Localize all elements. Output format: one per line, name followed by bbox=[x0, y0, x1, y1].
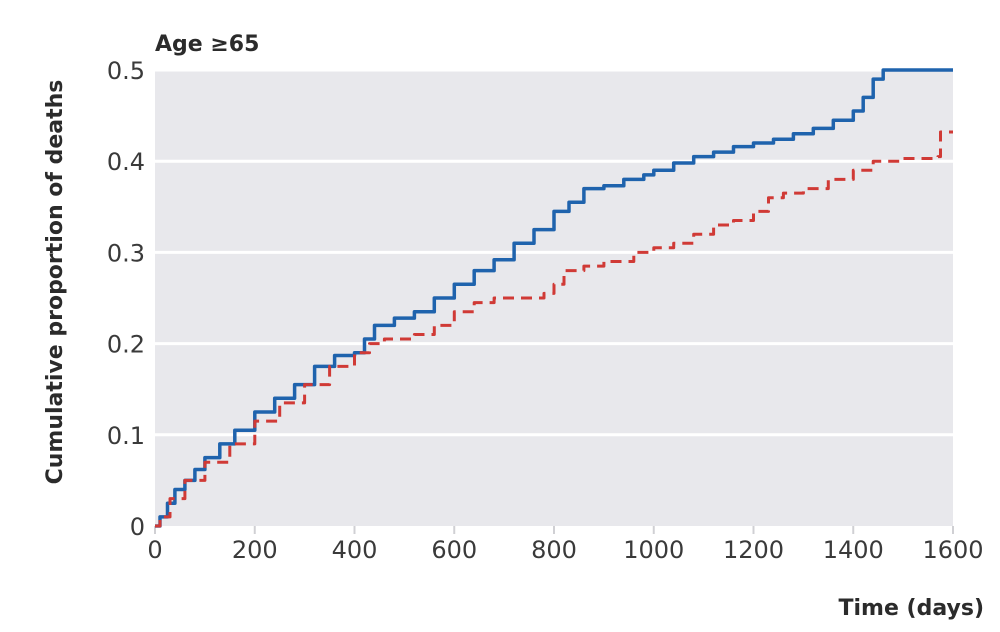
x-tick-label-0: 0 bbox=[147, 536, 162, 564]
x-axis-ticks bbox=[154, 526, 954, 534]
x-axis-title: Time (days) bbox=[838, 596, 984, 621]
y-tick-label-2: 0.2 bbox=[107, 331, 145, 359]
y-tick-label-4: 0.4 bbox=[107, 148, 145, 176]
x-tick-label-1: 200 bbox=[232, 536, 278, 564]
x-tick-label-3: 600 bbox=[431, 536, 477, 564]
y-axis-tick-labels: 0 0.1 0.2 0.3 0.4 0.5 bbox=[107, 57, 145, 541]
y-tick-label-1: 0.1 bbox=[107, 422, 145, 450]
x-tick-label-8: 1600 bbox=[922, 536, 983, 564]
y-tick-label-5: 0.5 bbox=[107, 57, 145, 85]
series-line-1 bbox=[155, 130, 953, 528]
x-tick-label-2: 400 bbox=[332, 536, 378, 564]
x-tick-label-6: 1200 bbox=[723, 536, 784, 564]
panel-title: Age ≥65 bbox=[155, 32, 259, 57]
x-axis-tick-labels: 0 200 400 600 800 1000 1200 1400 1600 bbox=[147, 536, 983, 564]
y-axis-title: Cumulative proportion of deaths bbox=[43, 80, 68, 485]
y-tick-label-3: 0.3 bbox=[107, 239, 145, 267]
x-tick-label-5: 1000 bbox=[623, 536, 684, 564]
y-tick-label-0: 0 bbox=[130, 513, 145, 541]
grid-lines bbox=[155, 68, 953, 437]
x-tick-label-7: 1400 bbox=[823, 536, 884, 564]
series-lines bbox=[155, 68, 953, 528]
x-tick-label-4: 800 bbox=[531, 536, 577, 564]
plot-background bbox=[155, 70, 953, 526]
series-line-0 bbox=[155, 68, 953, 528]
